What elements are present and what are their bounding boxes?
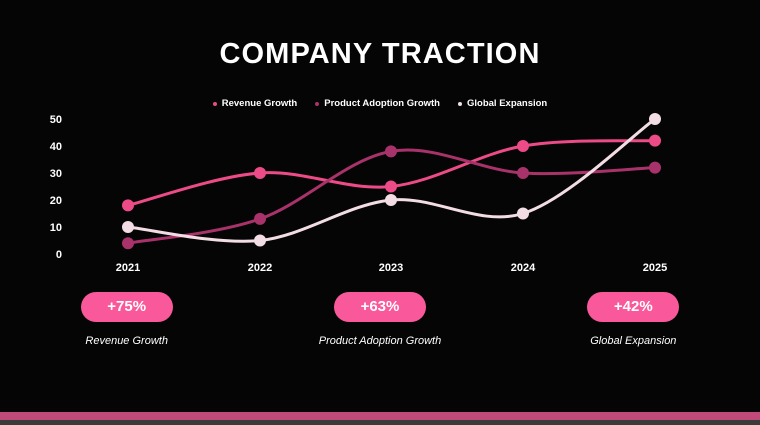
legend-item-global-expansion: Global Expansion [458, 98, 547, 109]
legend-color-swatch-icon [458, 101, 462, 106]
legend-label: Global Expansion [467, 98, 548, 109]
footer-base-bar [0, 420, 760, 425]
stat-badge-value: +63% [333, 292, 426, 322]
y-axis-tick: 40 [50, 141, 62, 153]
chart-line [126, 117, 657, 243]
page-title: COMPANY TRACTION [219, 38, 541, 70]
line-chart: 0 10 20 30 40 50 2021 2022 2023 2024 2025 [50, 113, 667, 274]
y-axis-tick: 20 [50, 195, 62, 207]
y-axis-tick: 0 [56, 249, 62, 261]
y-axis-tick: 50 [50, 114, 62, 126]
chart-data-point[interactable] [254, 234, 266, 247]
x-axis-tick: 2022 [248, 262, 272, 274]
stat-badge-value: +42% [587, 292, 680, 322]
chart-data-point[interactable] [517, 167, 529, 179]
stat-revenue-growth: +75% Revenue Growth [0, 292, 253, 347]
stat-badge-label: Global Expansion [590, 335, 677, 347]
chart-data-point[interactable] [122, 199, 134, 212]
legend-item-product-adoption-growth: Product Adoption Growth [315, 98, 440, 109]
stat-product-adoption-growth: +63% Product Adoption Growth [253, 292, 506, 347]
stat-badge-label: Revenue Growth [85, 335, 168, 347]
chart-data-point[interactable] [649, 161, 661, 174]
stat-badge-label: Product Adoption Growth [318, 335, 442, 347]
y-axis-tick: 30 [50, 168, 62, 180]
chart-data-point[interactable] [385, 145, 397, 158]
chart-data-point[interactable] [254, 167, 266, 179]
x-axis-tick: 2021 [116, 262, 140, 274]
y-axis-tick-labels: 0 10 20 30 40 50 [50, 114, 62, 261]
legend-label: Revenue Growth [221, 98, 298, 109]
x-axis-tick: 2023 [379, 262, 403, 274]
chart-svg: 0 10 20 30 40 50 2021 2022 2023 2024 2025 [50, 113, 667, 274]
chart-data-point[interactable] [385, 194, 397, 206]
chart-data-point[interactable] [517, 140, 529, 152]
chart-data-point[interactable] [649, 113, 661, 125]
legend-color-swatch-icon [212, 101, 217, 106]
footer-accent-bar [0, 412, 760, 420]
y-axis-tick: 10 [50, 222, 62, 234]
legend-item-revenue-growth: Revenue Growth [212, 98, 298, 109]
stat-global-expansion: +42% Global Expansion [507, 292, 760, 347]
legend-color-swatch-icon [315, 101, 320, 106]
x-axis-tick: 2025 [643, 262, 667, 274]
stat-badge-row: +75% Revenue Growth +63% Product Adoptio… [0, 292, 760, 347]
chart-data-point[interactable] [385, 180, 397, 193]
chart-legend: Revenue Growth Product Adoption Growth G… [0, 98, 760, 109]
stat-badge-value: +75% [80, 292, 173, 322]
x-axis-tick: 2024 [511, 262, 536, 274]
chart-data-point[interactable] [649, 134, 661, 147]
legend-label: Product Adoption Growth [324, 98, 440, 109]
chart-data-point[interactable] [122, 221, 134, 233]
chart-data-point[interactable] [122, 237, 134, 250]
chart-data-point[interactable] [254, 212, 266, 225]
chart-data-point[interactable] [517, 207, 529, 220]
chart-series-points [122, 113, 661, 250]
x-axis-tick-labels: 2021 2022 2023 2024 2025 [116, 262, 667, 274]
